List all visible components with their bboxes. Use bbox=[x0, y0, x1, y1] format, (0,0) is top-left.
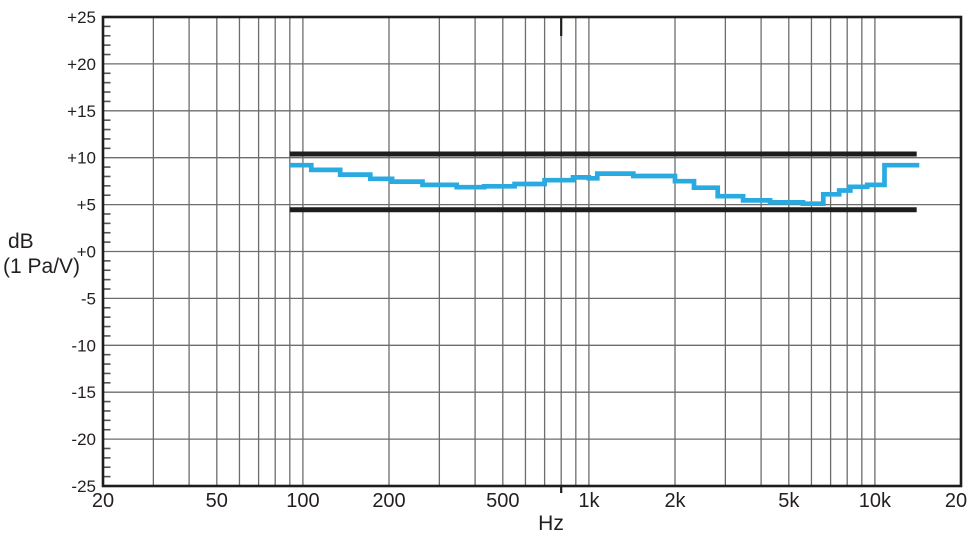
x-tick-label: 2k bbox=[664, 490, 686, 512]
y-axis-unit-pa-per-v: (1 Pa/V) bbox=[3, 255, 81, 278]
y-tick-label: +5 bbox=[77, 196, 96, 215]
x-tick-label: 20 bbox=[92, 490, 114, 512]
horizontal-gridlines bbox=[103, 63, 961, 440]
y-tick-label: -20 bbox=[71, 430, 96, 449]
plot-border bbox=[101, 15, 963, 488]
x-tick-label: 5k bbox=[778, 490, 800, 512]
y-tick-labels: +25 +20 +15 +10 +5 +0 -5 -10 -15 -20 -25 bbox=[67, 8, 96, 496]
x-tick-label: 10k bbox=[859, 490, 892, 512]
y-tick-label: +25 bbox=[67, 8, 96, 27]
y-tick-label: +0 bbox=[77, 243, 96, 262]
y-tick-label: +10 bbox=[67, 149, 96, 168]
x-tick-label: 500 bbox=[486, 490, 519, 512]
y-tick-label: +20 bbox=[67, 55, 96, 74]
y-tick-label: -10 bbox=[71, 336, 96, 355]
y-tick-label: -5 bbox=[81, 289, 96, 308]
x-axis-unit-label: Hz bbox=[538, 512, 564, 535]
x-tick-label: 20k bbox=[945, 490, 968, 512]
x-tick-label: 50 bbox=[206, 490, 228, 512]
y-tick-label: -25 bbox=[71, 477, 96, 496]
x-tick-labels: 20 50 100 200 500 1k 2k 5k 10k 20k bbox=[92, 490, 968, 512]
response-curve bbox=[289, 162, 920, 207]
y-tick-label: +15 bbox=[67, 102, 96, 121]
x-tick-label: 200 bbox=[372, 490, 405, 512]
y-axis-unit-label: dB (1 Pa/V) bbox=[3, 229, 80, 279]
y-tick-label: -15 bbox=[71, 383, 96, 402]
x-tick-label: 100 bbox=[286, 490, 319, 512]
y-axis-unit-db: dB bbox=[8, 230, 34, 253]
x-tick-label: 1k bbox=[578, 490, 600, 512]
